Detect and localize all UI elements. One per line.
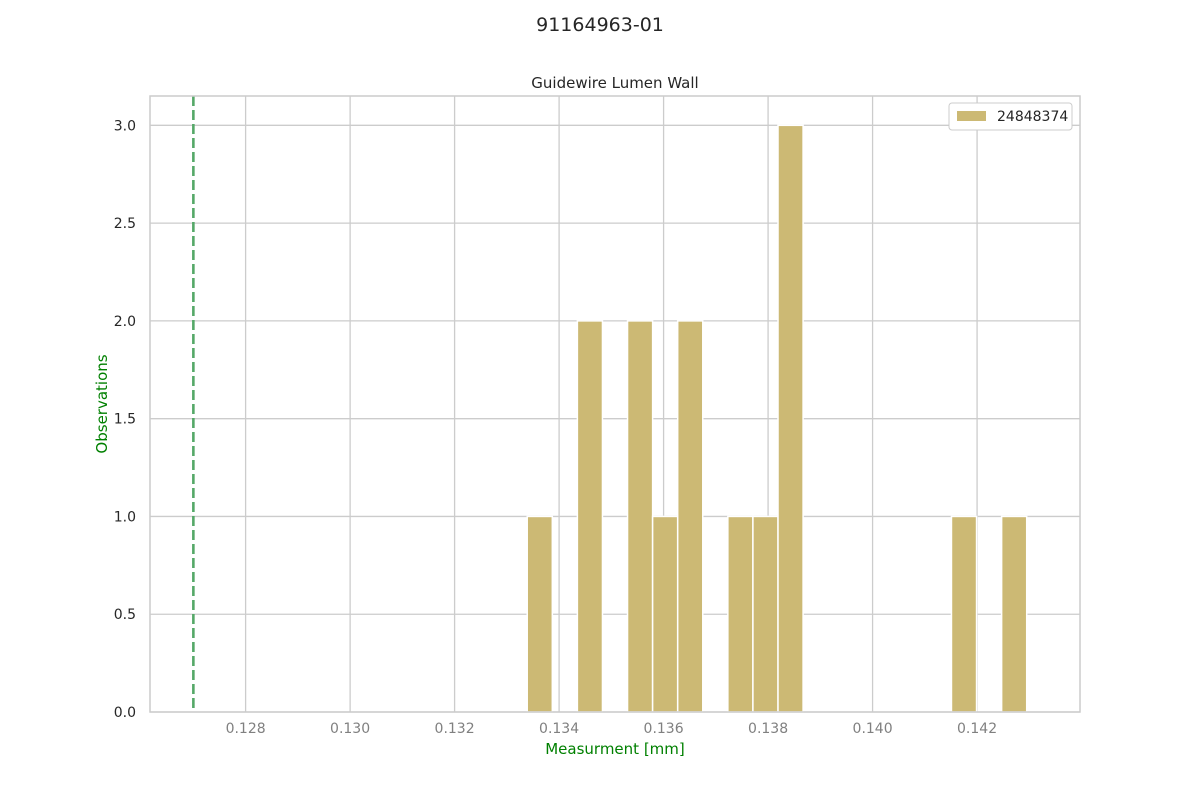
legend-swatch: [957, 111, 986, 121]
bars: [526, 124, 1028, 713]
histogram-bar: [626, 320, 654, 713]
x-tick-label: 0.138: [748, 721, 788, 737]
y-tick-label: 2.0: [114, 314, 136, 330]
legend-box: [948, 102, 1073, 131]
x-tick-label: 0.134: [539, 721, 579, 737]
x-axis-label: Measurment [mm]: [545, 740, 685, 758]
x-tick-label: 0.130: [330, 721, 370, 737]
histogram-bar: [1000, 515, 1028, 713]
histogram-bar: [526, 515, 554, 713]
histogram-bar: [676, 320, 704, 713]
legend-label: 24848374: [997, 109, 1068, 125]
figure-title: 91164963-01: [536, 14, 664, 36]
chart-title: Guidewire Lumen Wall: [531, 74, 698, 92]
x-tick-label: 0.132: [435, 721, 475, 737]
x-tick-label: 0.136: [644, 721, 684, 737]
legend: 24848374: [948, 102, 1073, 131]
x-tick-label: 0.140: [853, 721, 893, 737]
y-tick-label: 0.0: [114, 705, 136, 721]
histogram-bar: [950, 515, 978, 713]
y-tick-label: 0.5: [114, 607, 136, 623]
y-tick-label: 2.5: [114, 216, 136, 232]
histogram-bar: [576, 320, 604, 713]
histogram-bar: [651, 515, 679, 713]
x-tick-label: 0.128: [226, 721, 266, 737]
y-tick-label: 3.0: [114, 118, 136, 134]
x-tick-label: 0.142: [957, 721, 997, 737]
histogram-bar: [752, 515, 779, 713]
plot-frame: [149, 95, 1081, 713]
y-axis-label: Observations: [93, 354, 111, 453]
histogram-bar: [727, 515, 754, 713]
grid-lines: [150, 96, 1080, 713]
x-tick-labels: 0.128 0.130 0.132 0.134 0.136 0.138 0.140 0.142: [226, 721, 998, 737]
y-tick-labels: 0.0 0.5 1.0 1.5 2.0 2.5 3.0: [114, 118, 136, 721]
histogram-bar: [777, 124, 804, 713]
y-tick-label: 1.0: [114, 509, 136, 525]
y-tick-label: 1.5: [114, 412, 136, 428]
